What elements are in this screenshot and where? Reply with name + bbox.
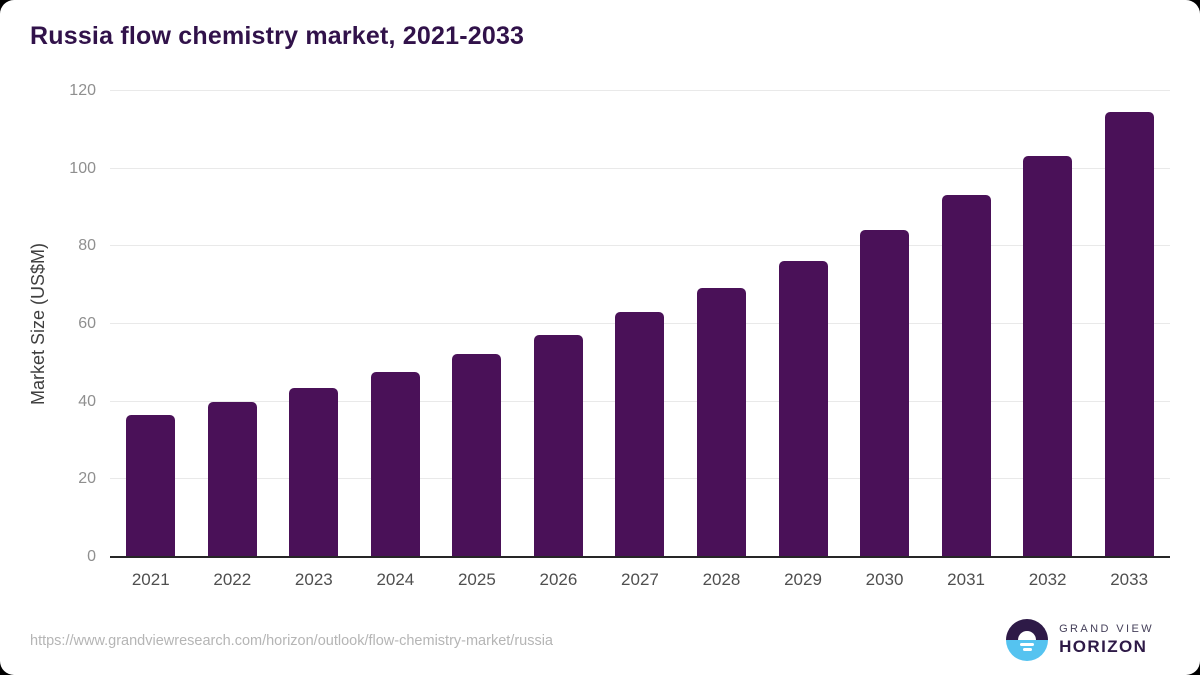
- plot-area: 0 20 40 60 80 100 120 2021 2022 2023 2024 2025 2026…: [69, 82, 1170, 589]
- x-tick-label-2022: 2022: [213, 570, 252, 589]
- y-tick-label-40: 40: [78, 392, 96, 410]
- x-tick-label-2030: 2030: [865, 570, 904, 589]
- x-tick-label-2032: 2032: [1028, 570, 1067, 589]
- x-tick-label-2033: 2033: [1110, 570, 1149, 589]
- bar-slot-2030: 2030: [844, 91, 926, 589]
- bar-slot-2024: 2024: [355, 91, 437, 589]
- bar-slot-2032: 2032: [1007, 91, 1089, 589]
- bar-2021: [126, 415, 176, 557]
- x-tick-label-2031: 2031: [947, 570, 985, 589]
- bar-2030: [860, 229, 910, 557]
- x-tick-label-2023: 2023: [294, 570, 333, 589]
- gridline-120: [110, 90, 1170, 91]
- grand-view-horizon-logo: GRAND VIEW HORIZON: [1006, 619, 1154, 661]
- x-tick-label-2028: 2028: [702, 570, 741, 589]
- y-tick-label-80: 80: [78, 237, 96, 255]
- bar-slot-2021: 2021: [110, 91, 192, 589]
- logo-horizon-line-icon: [1020, 643, 1035, 646]
- bar-2028: [696, 287, 746, 557]
- bar-2027: [615, 312, 665, 557]
- bar-2024: [370, 372, 420, 557]
- x-tick-label-2024: 2024: [376, 570, 415, 589]
- horizon-logo-icon: [1006, 619, 1049, 661]
- bars: 2021 2022 2023 2024 2025 2026 2027 2028 2029 2030…: [110, 91, 1170, 589]
- bar-2026: [533, 334, 583, 557]
- bar-2025: [452, 354, 502, 557]
- x-tick-label-2029: 2029: [784, 570, 822, 589]
- logo-bottom-text: HORIZON: [1059, 637, 1148, 657]
- x-tick-label-2027: 2027: [621, 570, 659, 589]
- y-tick-label-60: 60: [78, 315, 96, 332]
- y-tick-label-120: 120: [69, 82, 96, 99]
- bar-slot-2022: 2022: [192, 91, 274, 589]
- bar-2033: [1104, 111, 1154, 557]
- logo-horizon-line2-icon: [1022, 648, 1032, 651]
- x-tick-label-2026: 2026: [539, 570, 578, 589]
- y-tick-label-100: 100: [69, 159, 96, 177]
- y-axis-title: Market Size (US$M): [28, 242, 48, 406]
- bar-2032: [1023, 156, 1073, 557]
- bar-slot-2023: 2023: [273, 91, 355, 589]
- chart-title: Russia flow chemistry market, 2021-2033: [30, 22, 525, 50]
- source-url: https://www.grandviewresearch.com/horizo…: [30, 633, 553, 649]
- y-axis-title-wrap: Market Size (US$M): [28, 91, 49, 557]
- bar-2023: [289, 388, 339, 557]
- bar-2029: [778, 261, 828, 557]
- bar-slot-2028: 2028: [681, 91, 763, 589]
- bar-2022: [207, 402, 257, 557]
- bar-slot-2031: 2031: [925, 91, 1007, 589]
- bar-slot-2029: 2029: [762, 91, 844, 589]
- bar-slot-2033: 2033: [1088, 91, 1170, 589]
- x-tick-label-2021: 2021: [131, 570, 170, 589]
- bar-slot-2025: 2025: [436, 91, 518, 589]
- y-tick-label-20: 20: [78, 470, 96, 488]
- bar-slot-2027: 2027: [599, 91, 681, 589]
- gridline-100: [110, 167, 1170, 169]
- logo-top-text: GRAND VIEW: [1059, 622, 1154, 635]
- bar-slot-2026: 2026: [518, 91, 600, 589]
- gridline-80: [110, 245, 1170, 247]
- x-axis-line: [110, 556, 1170, 558]
- y-tick-label-0: 0: [87, 548, 96, 565]
- logo-text: GRAND VIEW HORIZON: [1059, 623, 1154, 658]
- bar-2031: [941, 195, 991, 557]
- logo-sun-icon: [1018, 631, 1037, 640]
- x-tick-label-2025: 2025: [457, 570, 496, 589]
